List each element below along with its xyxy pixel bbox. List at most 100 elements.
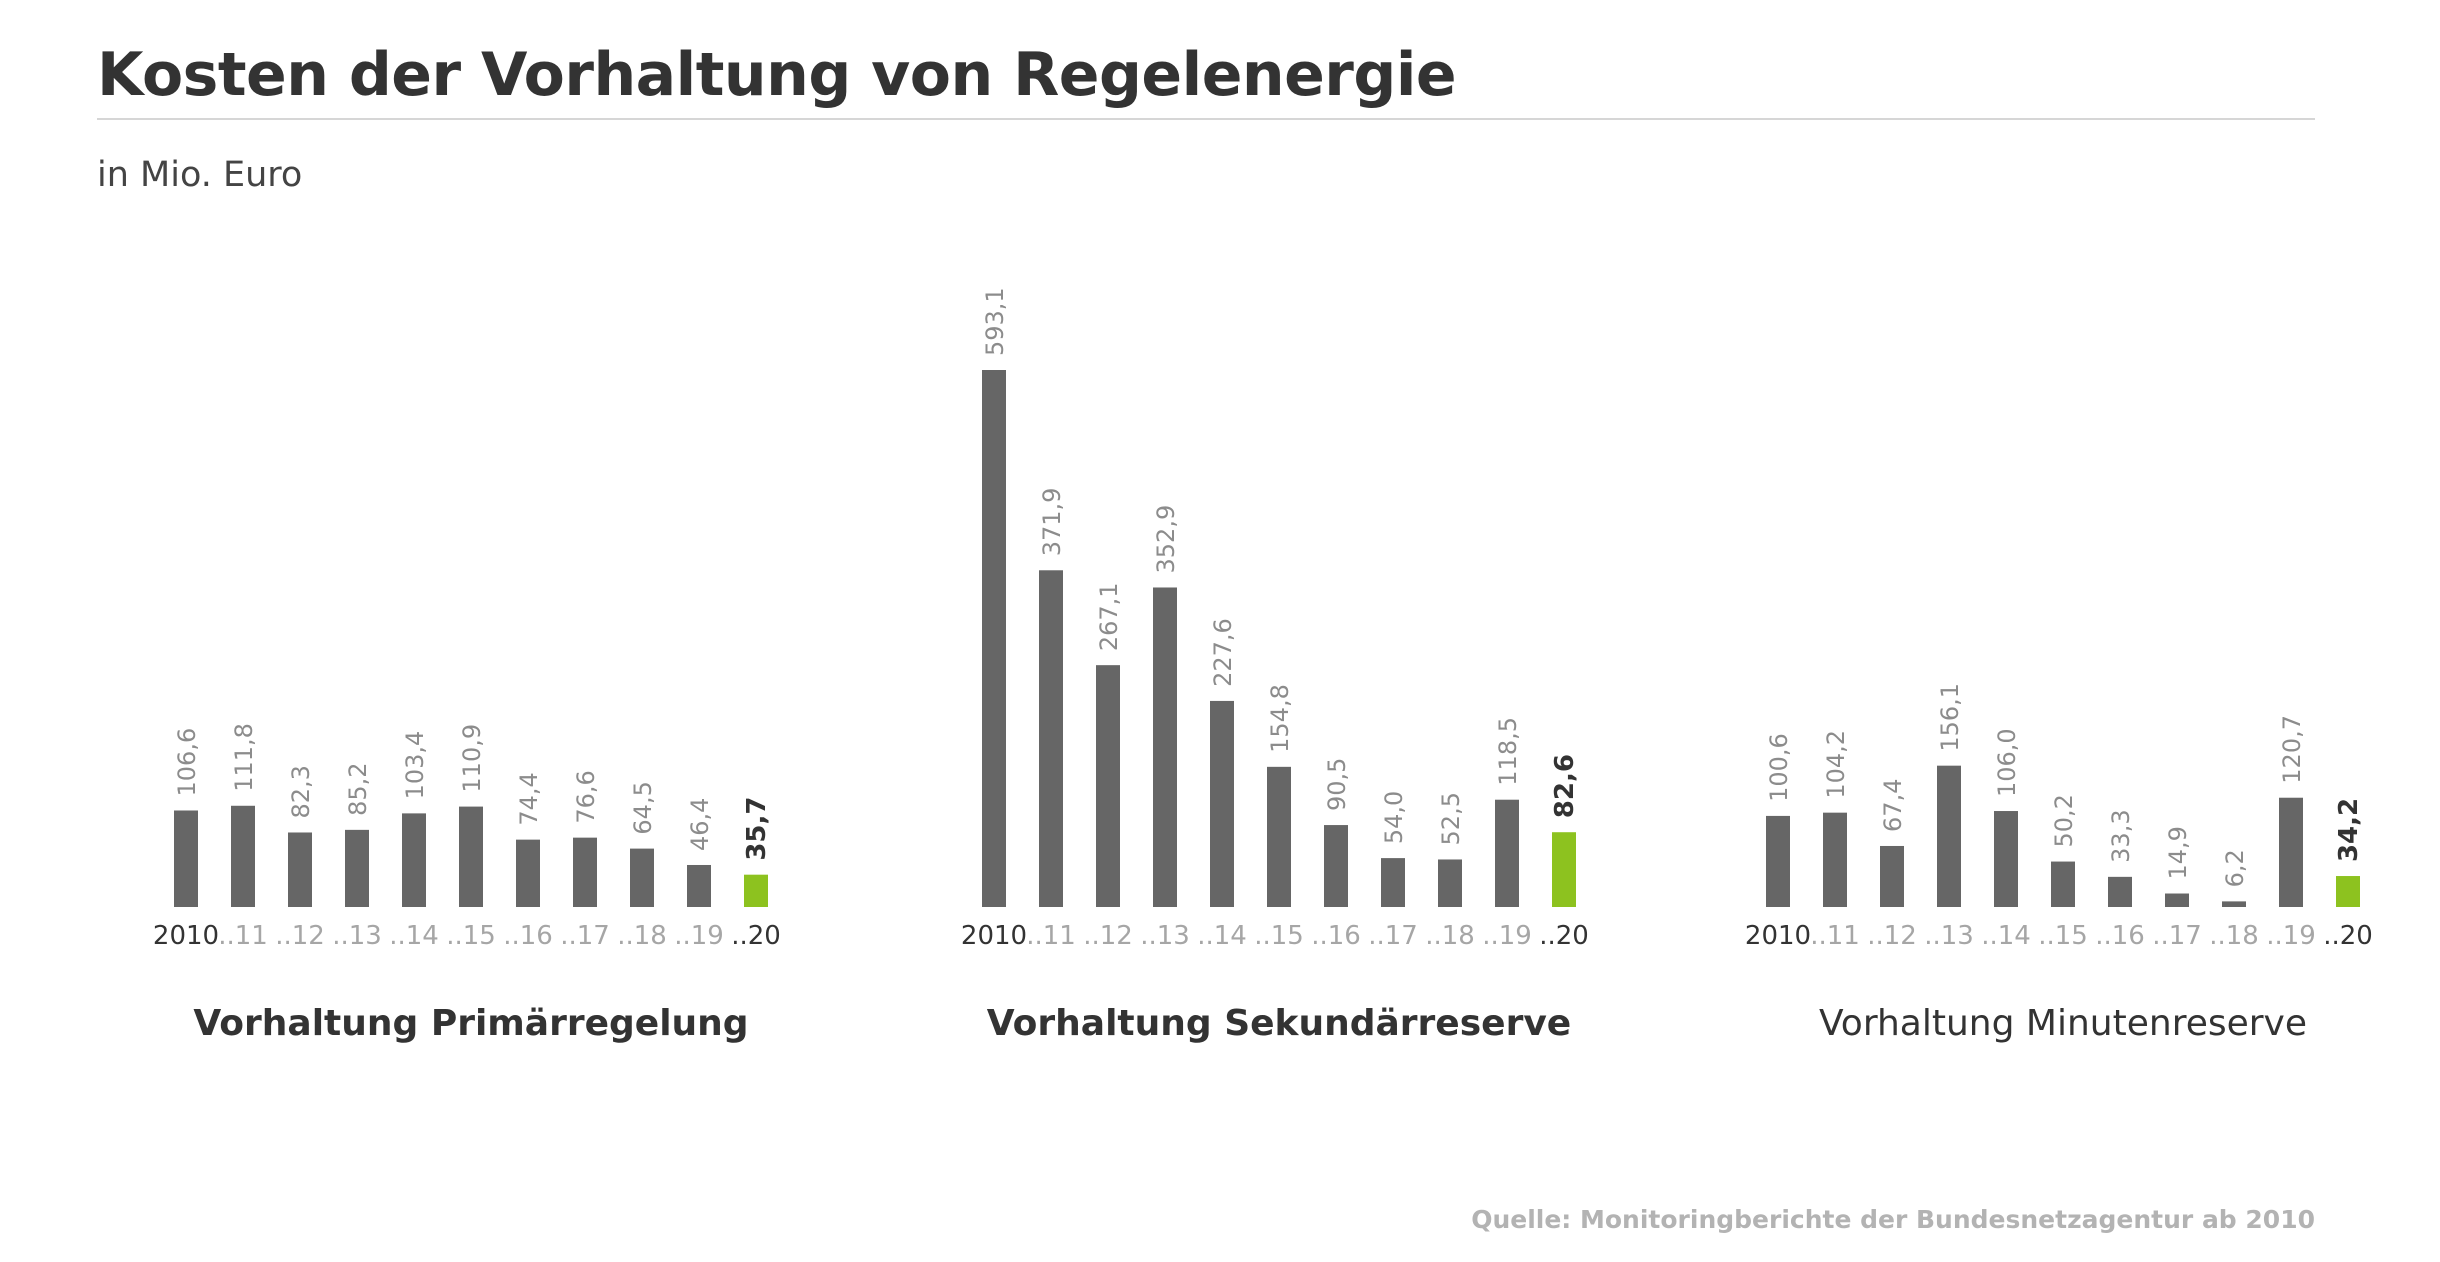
bar xyxy=(345,829,369,907)
bar xyxy=(1994,811,2018,907)
tick-label: ..11 xyxy=(218,921,268,951)
tick-label: ..20 xyxy=(731,921,781,951)
bar xyxy=(1880,845,1904,907)
value-label: 82,6 xyxy=(1550,754,1580,818)
tick-label: 2010 xyxy=(961,921,1027,951)
tick-label: ..19 xyxy=(2266,921,2316,951)
bar xyxy=(2165,893,2189,907)
tick-label: ..15 xyxy=(446,921,496,951)
value-label: 54,0 xyxy=(1380,791,1408,844)
bar xyxy=(2108,876,2132,907)
tick-label: 2010 xyxy=(153,921,219,951)
tick-label: ..15 xyxy=(2038,921,2088,951)
value-label: 154,8 xyxy=(1266,684,1294,753)
bar xyxy=(744,874,768,907)
tick-label: ..14 xyxy=(1981,921,2031,951)
tick-label: ..16 xyxy=(2095,921,2145,951)
tick-label: ..18 xyxy=(2209,921,2259,951)
value-label: 74,4 xyxy=(515,772,543,825)
value-label: 76,6 xyxy=(572,770,600,823)
value-label: 593,1 xyxy=(981,287,1009,356)
bar xyxy=(1766,815,1790,907)
value-label: 90,5 xyxy=(1323,758,1351,811)
value-label: 46,4 xyxy=(686,798,714,851)
tick-label: ..13 xyxy=(1924,921,1974,951)
bar xyxy=(1823,812,1847,907)
bar xyxy=(982,370,1006,907)
bar xyxy=(1210,700,1234,907)
bar xyxy=(1552,832,1576,907)
value-label: 227,6 xyxy=(1209,618,1237,687)
tick-label: ..16 xyxy=(1311,921,1361,951)
value-label: 82,3 xyxy=(287,765,315,818)
value-label: 33,3 xyxy=(2107,809,2135,862)
bar xyxy=(2051,861,2075,907)
bar xyxy=(630,848,654,907)
tick-label: ..19 xyxy=(1482,921,1532,951)
bar xyxy=(1153,587,1177,907)
source-note: Quelle: Monitoringberichte der Bundesnet… xyxy=(1471,1205,2315,1234)
bar xyxy=(1495,799,1519,907)
value-label: 118,5 xyxy=(1494,717,1522,786)
chart-title: Vorhaltung Sekundärreserve xyxy=(987,1003,1571,1044)
tick-label: ..18 xyxy=(1425,921,1475,951)
tick-label: ..17 xyxy=(2152,921,2202,951)
value-label: 120,7 xyxy=(2278,715,2306,784)
value-label: 100,6 xyxy=(1765,733,1793,802)
tick-label: ..11 xyxy=(1810,921,1860,951)
bar xyxy=(1937,765,1961,907)
value-label: 103,4 xyxy=(401,731,429,800)
value-label: 50,2 xyxy=(2050,794,2078,847)
value-label: 64,5 xyxy=(629,781,657,834)
bar xyxy=(459,806,483,907)
bar xyxy=(402,813,426,907)
page-title: Kosten der Vorhaltung von Regelenergie xyxy=(97,40,1457,110)
chart-title: Vorhaltung Primärregelung xyxy=(193,1003,748,1044)
bar xyxy=(1324,825,1348,907)
bar xyxy=(2336,876,2360,907)
value-label: 52,5 xyxy=(1437,792,1465,845)
value-label: 85,2 xyxy=(344,762,372,815)
bar xyxy=(288,832,312,907)
unit-subtitle: in Mio. Euro xyxy=(97,155,303,195)
value-label: 67,4 xyxy=(1879,779,1907,832)
bar xyxy=(174,810,198,907)
chart-panel-3: 100,6 2010 104,2 ..11 67,4 ..12 156,1 ..13 106,0… xyxy=(1745,683,2373,1044)
tick-label: ..16 xyxy=(503,921,553,951)
tick-label: ..13 xyxy=(1140,921,1190,951)
value-label: 14,9 xyxy=(2164,826,2192,879)
bar xyxy=(2279,797,2303,907)
title-divider xyxy=(97,118,2315,120)
value-label: 34,2 xyxy=(2334,798,2364,862)
tick-label: ..11 xyxy=(1026,921,1076,951)
tick-label: ..12 xyxy=(1867,921,1917,951)
tick-label: ..17 xyxy=(560,921,610,951)
value-label: 110,9 xyxy=(458,724,486,793)
bar xyxy=(1267,766,1291,907)
chart-panel-2: 593,1 2010 371,9 ..11 267,1 ..12 352,9 ..13 227,… xyxy=(961,287,1589,1044)
tick-label: ..12 xyxy=(275,921,325,951)
tick-label: ..14 xyxy=(1197,921,1247,951)
value-label: 156,1 xyxy=(1936,683,1964,752)
tick-label: ..12 xyxy=(1083,921,1133,951)
tick-label: ..20 xyxy=(2323,921,2373,951)
bar xyxy=(2222,901,2246,907)
bar xyxy=(1096,665,1120,907)
bar xyxy=(1381,858,1405,907)
value-label: 267,1 xyxy=(1095,582,1123,651)
value-label: 111,8 xyxy=(230,723,258,792)
bar xyxy=(573,837,597,907)
value-label: 104,2 xyxy=(1822,730,1850,799)
tick-label: ..18 xyxy=(617,921,667,951)
value-label: 352,9 xyxy=(1152,505,1180,574)
tick-label: ..17 xyxy=(1368,921,1418,951)
chart-panel-1: 106,6 2010 111,8 ..11 82,3 ..12 85,2 ..13 103,4.… xyxy=(153,723,781,1044)
value-label: 371,9 xyxy=(1038,488,1066,557)
bar xyxy=(231,805,255,907)
tick-label: 2010 xyxy=(1745,921,1811,951)
value-label: 6,2 xyxy=(2221,849,2249,887)
tick-label: ..19 xyxy=(674,921,724,951)
value-label: 106,0 xyxy=(1993,728,2021,797)
tick-label: ..20 xyxy=(1539,921,1589,951)
